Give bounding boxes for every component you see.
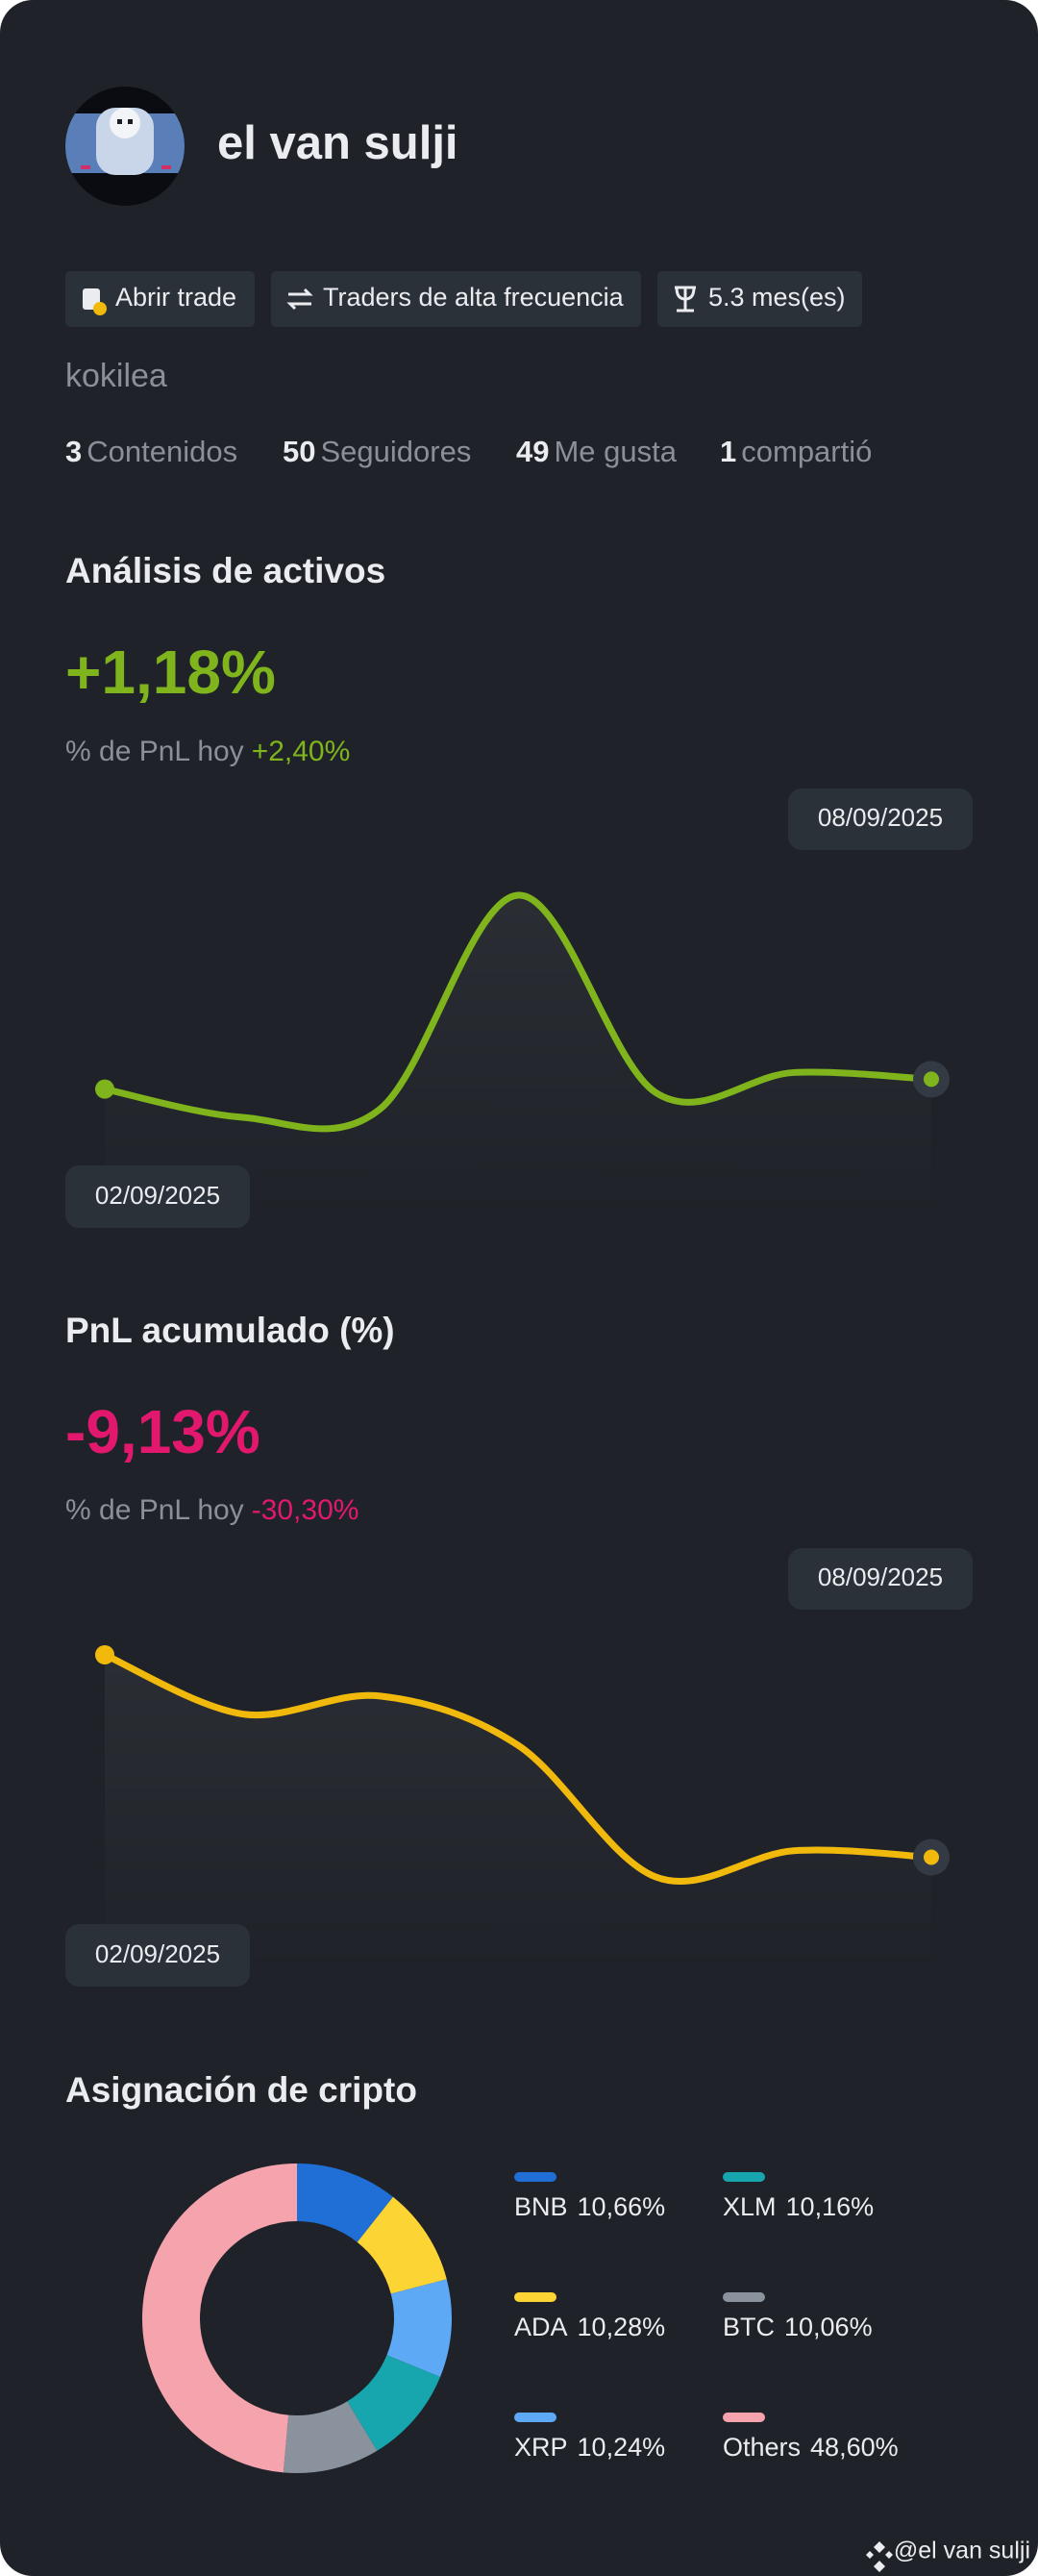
stat-value: 1 [720, 435, 736, 468]
legend-entry: Others 48,60% [723, 2433, 899, 2462]
legend-swatch [514, 2292, 556, 2302]
date-label: 02/09/2025 [95, 1939, 220, 1968]
tag-label: Abrir trade [115, 283, 236, 312]
date-label: 02/09/2025 [95, 1181, 220, 1210]
footer-handle: @el van sulji [894, 2538, 1030, 2564]
username: kokilea [65, 358, 167, 394]
section-title: Asignación de cripto [65, 2070, 417, 2110]
stat-label: compartió [741, 435, 872, 468]
stat-value: 49 [516, 435, 549, 468]
area [105, 894, 931, 1216]
pnl-today: % de PnL hoy -30,30% [65, 1494, 358, 1526]
donut-slice [386, 2279, 452, 2377]
pnl-label: % de PnL hoy [65, 736, 244, 767]
date-badge: 02/09/2025 [65, 1165, 250, 1228]
donut [142, 2163, 452, 2473]
stat: 50 Seguidores [283, 435, 471, 468]
tag-label: 5.3 mes(es) [708, 283, 846, 312]
legend-entry: BTC 10,06% [723, 2313, 873, 2341]
legend-value: 10,24% [578, 2433, 666, 2462]
date-badge: 08/09/2025 [788, 788, 973, 850]
donut-slice [283, 2400, 378, 2473]
legend-swatch [514, 2413, 556, 2422]
area [105, 1655, 931, 1972]
headline-value: +1,18% [65, 638, 276, 707]
donut-slice [346, 2354, 441, 2451]
donut-slice [356, 2196, 447, 2295]
legend-name: BNB [514, 2192, 568, 2221]
legend-entry: ADA 10,28% [514, 2313, 665, 2341]
date-label: 08/09/2025 [818, 803, 943, 832]
profile-name: el van sulji [217, 117, 458, 169]
line [101, 891, 935, 1133]
legend: BNB 10,66% ADA 10,28% XRP 10,24% XLM 10,16% BTC 1… [514, 2172, 899, 2462]
plots [95, 805, 950, 1972]
stat-label: Me gusta [554, 435, 677, 468]
date-label: 08/09/2025 [818, 1563, 943, 1591]
stat-label: Seguidores [320, 435, 471, 468]
legend-name: Others [723, 2433, 801, 2462]
legend-value: 10,06% [784, 2313, 873, 2341]
legend-entry: BNB 10,66% [514, 2192, 665, 2221]
legend-name: XRP [514, 2433, 568, 2462]
donut-slice [296, 2163, 393, 2243]
legend-value: 48,60% [810, 2433, 899, 2462]
section-title: Análisis de activos [65, 551, 385, 590]
stat: 1 compartió [720, 435, 872, 468]
avatar [65, 87, 185, 206]
legend-swatch [723, 2413, 765, 2422]
legend-swatch [514, 2172, 556, 2182]
start-point [95, 1645, 114, 1664]
tag[interactable]: 5.3 mes(es) [657, 271, 862, 327]
pnl-label: % de PnL hoy [65, 1494, 244, 1526]
stat: 3 Contenidos [65, 435, 237, 468]
legend-name: BTC [723, 2313, 775, 2341]
tag[interactable]: Traders de alta frecuencia [271, 271, 641, 327]
legend-entry: XLM 10,16% [723, 2192, 874, 2221]
line [101, 1651, 935, 1886]
tag[interactable]: Abrir trade [65, 271, 255, 327]
pnl-value: +2,40% [252, 736, 351, 767]
date-badge: 02/09/2025 [65, 1924, 250, 1987]
legend-value: 10,66% [578, 2192, 666, 2221]
watermark: @el van sulji [866, 2538, 1030, 2572]
stat-value: 3 [65, 435, 82, 468]
start-point [95, 1079, 114, 1099]
donut-slice [142, 2163, 298, 2473]
pnl-today: % de PnL hoy +2,40% [65, 736, 350, 767]
end-point [924, 1849, 939, 1865]
legend-swatch [723, 2172, 765, 2182]
headline-value: -9,13% [65, 1397, 260, 1466]
tag-label: Traders de alta frecuencia [323, 283, 625, 312]
stat: 49 Me gusta [516, 435, 678, 468]
legend-name: ADA [514, 2313, 568, 2341]
legend-swatch [723, 2292, 765, 2302]
section-title: PnL acumulado (%) [65, 1311, 395, 1350]
stat-label: Contenidos [86, 435, 237, 468]
legend-entry: XRP 10,24% [514, 2433, 665, 2462]
pnl-value: -30,30% [252, 1494, 359, 1526]
date-badge: 08/09/2025 [788, 1548, 973, 1610]
stat-value: 50 [283, 435, 315, 468]
legend-name: XLM [723, 2192, 777, 2221]
legend-value: 10,16% [786, 2192, 875, 2221]
legend-value: 10,28% [578, 2313, 666, 2341]
end-point [924, 1071, 939, 1088]
